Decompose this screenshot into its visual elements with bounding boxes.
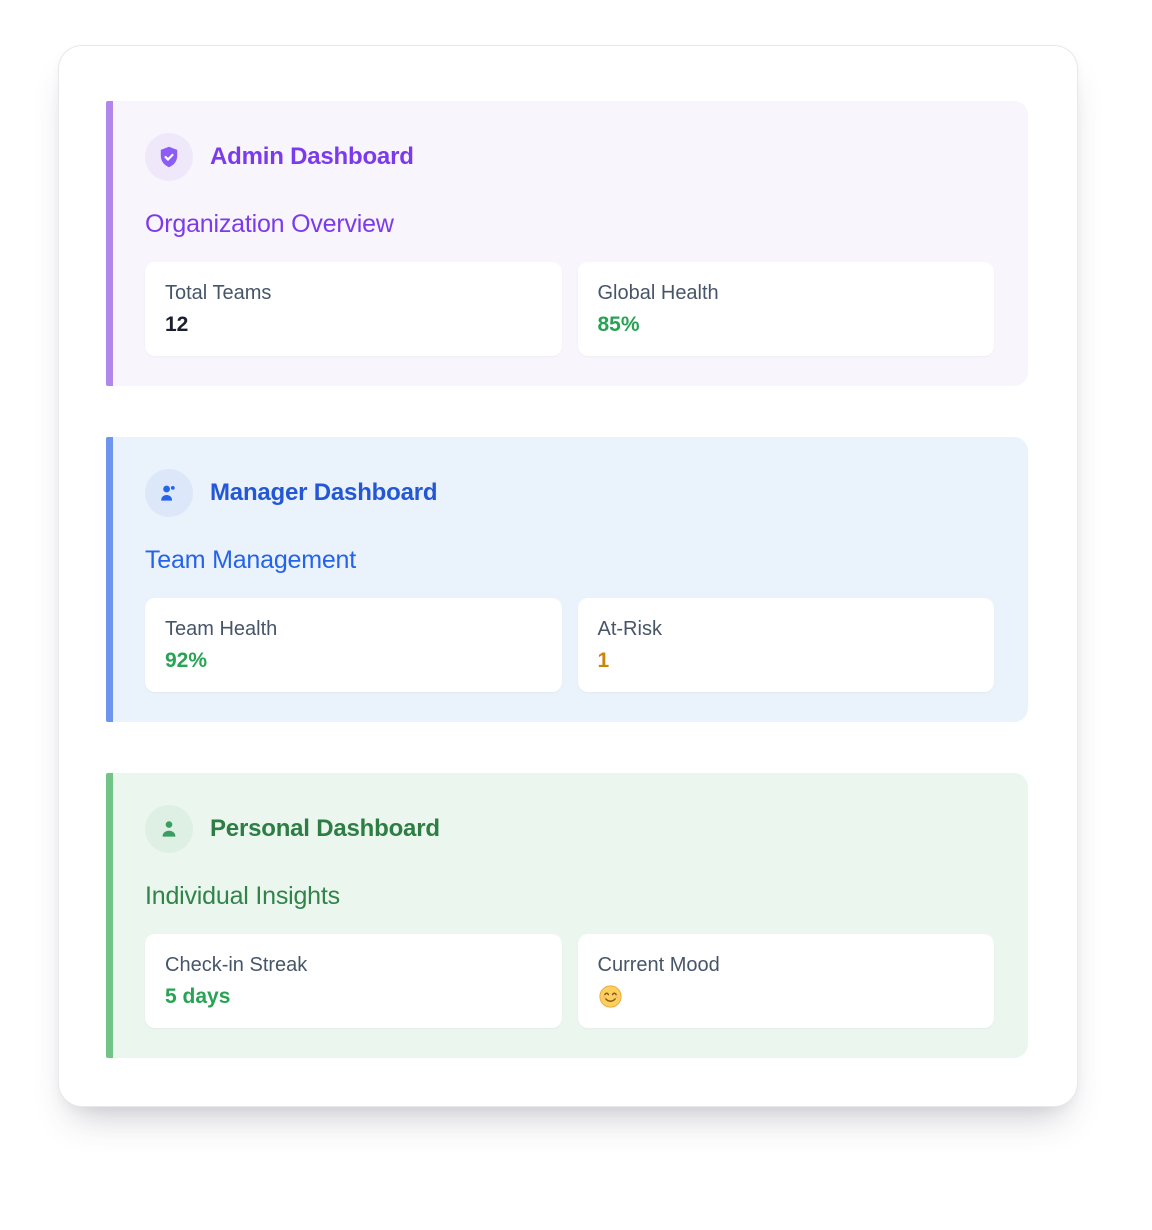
manager-dashboard-section: Manager Dashboard Team Management Team H… (106, 437, 1028, 722)
section-subtitle: Individual Insights (145, 882, 340, 910)
personal-section-header: Personal Dashboard (145, 805, 994, 853)
section-title: Manager Dashboard (210, 479, 438, 506)
shield-check-icon (145, 133, 193, 181)
personal-dashboard-section: Personal Dashboard Individual Insights C… (106, 773, 1028, 1058)
stat-value: 92% (165, 649, 208, 672)
stat-card-at-risk: At-Risk 1 (577, 598, 994, 692)
section-title: Personal Dashboard (210, 815, 440, 842)
stat-label: Global Health (597, 282, 719, 304)
stats-row: Team Health 92% At-Risk 1 (145, 598, 994, 692)
person-with-dot-icon (145, 469, 193, 517)
stats-row: Check-in Streak 5 days Current Mood (145, 934, 994, 1028)
stat-card-current-mood: Current Mood (577, 934, 994, 1028)
stat-card-total-teams: Total Teams 12 (145, 262, 562, 356)
stat-value: 12 (165, 313, 189, 336)
stat-value: 85% (597, 313, 640, 336)
stats-row: Total Teams 12 Global Health 85% (145, 262, 994, 356)
stat-value-mood (598, 984, 975, 1009)
smiling-face-emoji (598, 984, 623, 1009)
stat-card-team-health: Team Health 92% (145, 598, 562, 692)
stat-label: Current Mood (597, 954, 720, 976)
person-icon (145, 805, 193, 853)
stat-label: At-Risk (597, 618, 662, 640)
section-title: Admin Dashboard (210, 143, 414, 170)
stat-label: Team Health (165, 618, 278, 640)
stat-card-global-health: Global Health 85% (577, 262, 994, 356)
stat-value: 5 days (165, 985, 231, 1008)
section-subtitle: Team Management (145, 546, 357, 574)
manager-section-header: Manager Dashboard (145, 469, 994, 517)
section-subtitle: Organization Overview (145, 210, 394, 238)
stat-label: Total Teams (165, 282, 272, 304)
admin-dashboard-section: Admin Dashboard Organization Overview To… (106, 101, 1028, 386)
stat-label: Check-in Streak (165, 954, 308, 976)
stat-value: 1 (597, 649, 610, 672)
admin-section-header: Admin Dashboard (145, 133, 994, 181)
dashboard-preview-card: Admin Dashboard Organization Overview To… (58, 45, 1078, 1107)
stat-card-checkin-streak: Check-in Streak 5 days (145, 934, 562, 1028)
